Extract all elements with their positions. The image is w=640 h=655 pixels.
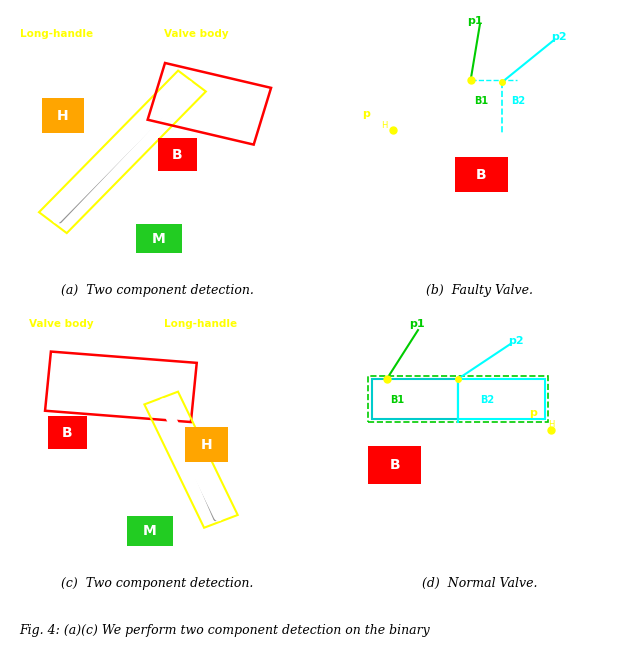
Text: Long-handle: Long-handle [164, 320, 237, 329]
Text: H: H [548, 421, 555, 429]
Text: Valve body: Valve body [29, 320, 94, 329]
Text: (d)  Normal Valve.: (d) Normal Valve. [422, 577, 538, 590]
Text: H: H [57, 109, 68, 122]
Text: p1: p1 [468, 16, 483, 26]
Text: B2: B2 [480, 395, 494, 405]
Text: B: B [62, 426, 73, 440]
Text: Long-handle: Long-handle [20, 29, 93, 39]
Bar [157, 138, 197, 170]
Text: Valve body: Valve body [164, 29, 228, 39]
Text: p1: p1 [409, 320, 424, 329]
Text: (a)  Two component detection.: (a) Two component detection. [61, 284, 254, 297]
Bar [136, 224, 182, 253]
Text: H: H [381, 121, 387, 130]
Text: p2: p2 [508, 335, 524, 346]
Text: B: B [389, 458, 400, 472]
Bar [369, 376, 548, 422]
Text: M: M [143, 524, 157, 538]
Text: (b)  Faulty Valve.: (b) Faulty Valve. [426, 284, 534, 297]
Bar [42, 98, 84, 133]
Bar [455, 157, 508, 192]
Bar [371, 379, 458, 419]
Text: B1: B1 [390, 395, 404, 405]
Text: p: p [530, 409, 538, 419]
Bar [48, 417, 87, 449]
Text: p: p [362, 109, 370, 119]
Text: H: H [200, 438, 212, 452]
Polygon shape [441, 66, 581, 158]
Text: B2: B2 [511, 96, 525, 106]
Bar [369, 446, 421, 484]
Polygon shape [152, 69, 266, 139]
Bar [185, 427, 228, 462]
Text: M: M [152, 232, 166, 246]
Text: B1: B1 [474, 96, 488, 106]
Bar [127, 516, 173, 546]
Text: Fig. 4: (a)(c) We perform two component detection on the binary: Fig. 4: (a)(c) We perform two component … [19, 624, 430, 637]
Bar [458, 379, 545, 419]
Text: B: B [476, 168, 487, 181]
Text: B: B [172, 147, 182, 162]
Text: (c)  Two component detection.: (c) Two component detection. [61, 577, 253, 590]
Polygon shape [50, 357, 191, 417]
Text: p2: p2 [551, 31, 567, 42]
